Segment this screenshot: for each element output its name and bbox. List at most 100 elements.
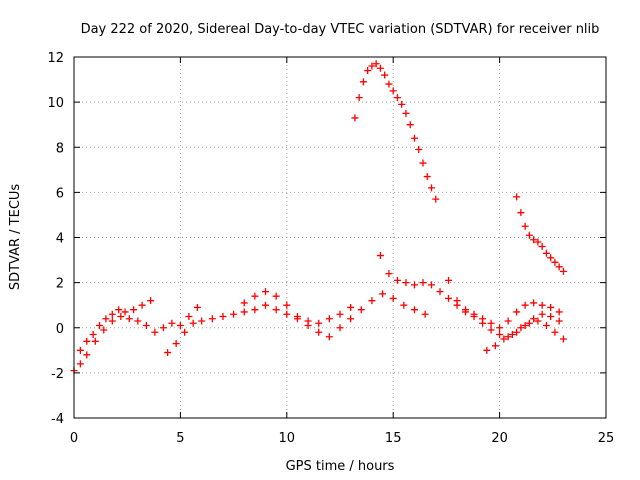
data-point	[555, 308, 563, 316]
data-point	[164, 349, 172, 357]
grid-lines	[74, 57, 606, 418]
data-point	[496, 324, 504, 332]
data-point	[304, 321, 312, 329]
data-point	[159, 324, 167, 332]
data-point	[198, 317, 206, 325]
data-point	[83, 351, 91, 359]
data-point	[517, 324, 525, 332]
data-point	[470, 310, 478, 318]
data-point	[521, 321, 529, 329]
data-point	[423, 173, 431, 181]
y-tick-label: 2	[56, 277, 64, 292]
data-point	[559, 335, 567, 343]
data-point	[355, 94, 363, 102]
y-tick-label: 6	[56, 186, 64, 201]
data-point	[504, 317, 512, 325]
data-point	[336, 310, 344, 318]
data-point	[193, 303, 201, 311]
data-point	[389, 294, 397, 302]
data-point	[125, 315, 133, 323]
data-point	[102, 315, 110, 323]
data-point	[262, 301, 270, 309]
series-track-f	[445, 276, 563, 332]
data-point	[315, 328, 323, 336]
data-point	[421, 310, 429, 318]
data-point	[525, 319, 533, 327]
data-point	[547, 312, 555, 320]
data-point	[368, 297, 376, 305]
data-point	[272, 306, 280, 314]
data-point	[551, 258, 559, 266]
data-point	[240, 299, 248, 307]
data-point	[325, 333, 333, 341]
data-point	[108, 317, 116, 325]
data-point	[521, 301, 529, 309]
data-point	[393, 94, 401, 102]
series-track-d	[240, 288, 429, 341]
data-point	[325, 315, 333, 323]
data-point	[517, 209, 525, 217]
data-point	[419, 159, 427, 167]
y-tick-label: -4	[51, 412, 64, 427]
data-point	[559, 267, 567, 275]
data-point	[385, 80, 393, 88]
data-point	[432, 195, 440, 203]
data-point	[293, 312, 301, 320]
data-point	[185, 312, 193, 320]
data-point	[462, 306, 470, 314]
data-point	[389, 87, 397, 95]
data-point	[402, 109, 410, 117]
data-point	[530, 315, 538, 323]
data-point	[379, 290, 387, 298]
data-point	[410, 306, 418, 314]
data-point	[445, 276, 453, 284]
data-point	[347, 303, 355, 311]
data-point	[500, 335, 508, 343]
data-point	[283, 301, 291, 309]
data-point	[89, 331, 97, 339]
data-point	[491, 342, 499, 350]
x-tick-label: 5	[176, 431, 184, 446]
chart-title: Day 222 of 2020, Sidereal Day-to-day VTE…	[81, 22, 600, 37]
y-tick-label: 4	[56, 232, 64, 247]
series-track-e	[376, 252, 563, 341]
data-point	[530, 236, 538, 244]
y-tick-label: -2	[51, 367, 64, 382]
data-point	[168, 319, 176, 327]
x-tick-labels: 0 5 10 15 20 25	[70, 431, 614, 446]
data-point	[372, 60, 380, 68]
data-point	[151, 328, 159, 336]
data-point	[555, 263, 563, 271]
data-point	[315, 319, 323, 327]
data-point	[262, 288, 270, 296]
series-track-i	[513, 193, 567, 275]
data-point	[410, 134, 418, 142]
axis-ticks	[73, 56, 607, 419]
x-tick-label: 15	[385, 431, 402, 446]
data-point	[547, 254, 555, 262]
data-point	[368, 62, 376, 70]
y-tick-label: 0	[56, 322, 64, 337]
data-points	[70, 60, 567, 375]
data-point	[504, 333, 512, 341]
data-point	[351, 114, 359, 122]
data-point	[479, 315, 487, 323]
data-point	[551, 328, 559, 336]
data-point	[521, 222, 529, 230]
data-point	[402, 279, 410, 287]
data-point	[534, 317, 542, 325]
data-point	[428, 281, 436, 289]
data-point	[189, 319, 197, 327]
data-point	[513, 193, 521, 201]
data-point	[100, 326, 108, 334]
data-point	[419, 279, 427, 287]
data-point	[385, 270, 393, 278]
data-point	[96, 321, 104, 329]
data-point	[364, 67, 372, 75]
data-point	[555, 317, 563, 325]
series-track-g	[483, 317, 567, 354]
data-point	[538, 310, 546, 318]
data-point	[508, 331, 516, 339]
data-point	[513, 308, 521, 316]
